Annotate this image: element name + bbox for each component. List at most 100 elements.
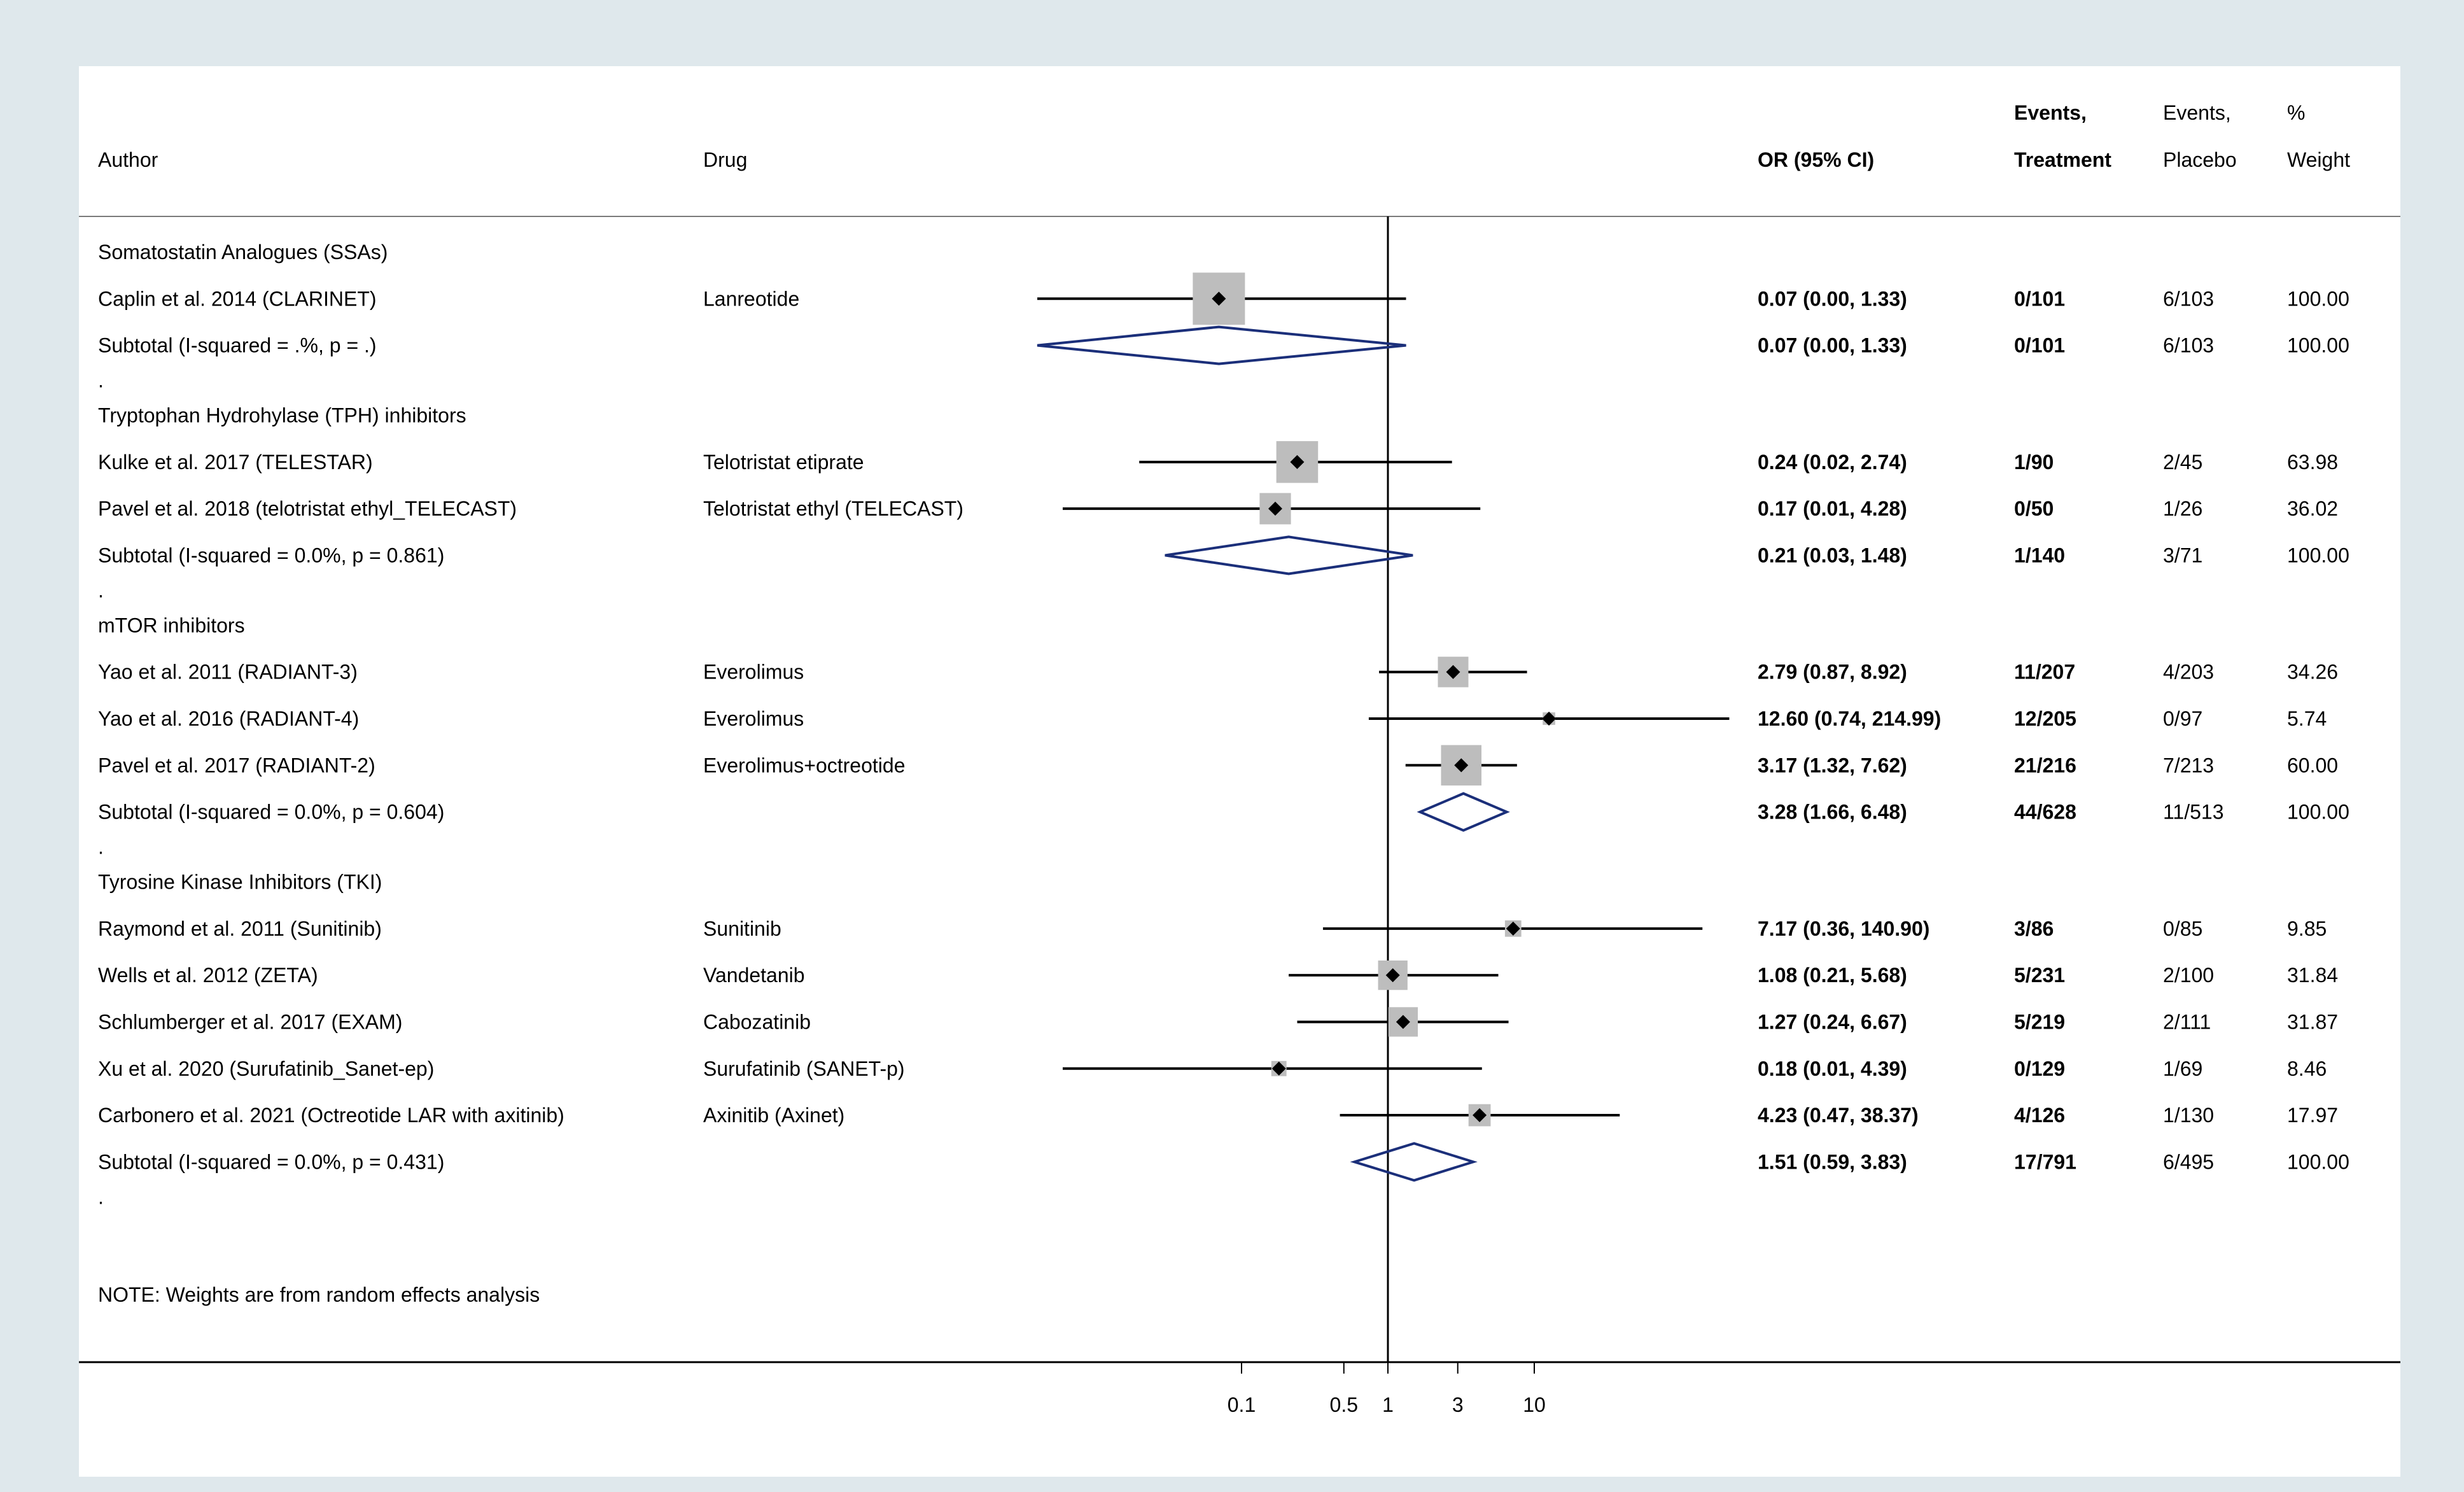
subtotal-label: Subtotal (I-squared = .%, p = .) — [98, 334, 377, 357]
study-drug: Lanreotide — [703, 287, 799, 310]
header-events-treatment: Events, — [2014, 101, 2087, 124]
group-header: Tyrosine Kinase Inhibitors (TKI) — [98, 871, 382, 894]
weight-value: 60.00 — [2287, 754, 2338, 777]
events-treatment-value: 0/101 — [2014, 287, 2065, 310]
or-ci-value: 4.23 (0.47, 38.37) — [1758, 1104, 1919, 1127]
study-drug: Everolimus — [703, 661, 804, 684]
or-ci-value: 1.08 (0.21, 5.68) — [1758, 964, 1907, 987]
events-treatment-value: 3/86 — [2014, 917, 2054, 940]
point-estimate — [1506, 921, 1520, 936]
study-author: Raymond et al. 2011 (Sunitinib) — [98, 917, 382, 940]
weight-value: 63.98 — [2287, 451, 2338, 474]
weight-value: 36.02 — [2287, 497, 2338, 520]
events-placebo-value: 1/130 — [2163, 1104, 2214, 1127]
point-estimate — [1271, 1061, 1286, 1076]
or-ci-value: 1.27 (0.24, 6.67) — [1758, 1010, 1907, 1033]
study-drug: Everolimus+octreotide — [703, 754, 905, 777]
weight-value: 100.00 — [2287, 1150, 2349, 1173]
x-tick-label: 0.5 — [1330, 1393, 1358, 1416]
study-author: Schlumberger et al. 2017 (EXAM) — [98, 1010, 402, 1033]
events-placebo-value: 6/495 — [2163, 1150, 2214, 1173]
point-estimate — [1446, 665, 1460, 679]
events-treatment-value: 0/50 — [2014, 497, 2054, 520]
or-ci-value: 0.17 (0.01, 4.28) — [1758, 497, 1907, 520]
subtotal-diamond — [1350, 1142, 1478, 1182]
x-tick-label: 1 — [1382, 1393, 1394, 1416]
group-header: mTOR inhibitors — [98, 614, 245, 637]
weight-value: 34.26 — [2287, 661, 2338, 684]
header-events-placebo: Events, — [2163, 101, 2231, 124]
header-weight: Weight — [2287, 148, 2350, 171]
or-ci-value: 3.28 (1.66, 6.48) — [1758, 801, 1907, 824]
study-author: Wells et al. 2012 (ZETA) — [98, 964, 318, 987]
subtotal-diamond — [1417, 792, 1510, 832]
subtotal-label: Subtotal (I-squared = 0.0%, p = 0.604) — [98, 801, 444, 824]
weight-value: 5.74 — [2287, 707, 2327, 730]
events-treatment-value: 0/101 — [2014, 334, 2065, 357]
study-author: Carbonero et al. 2021 (Octreotide LAR wi… — [98, 1104, 564, 1127]
group-header: Somatostatin Analogues (SSAs) — [98, 241, 388, 264]
x-tick-label: 3 — [1452, 1393, 1464, 1416]
study-author: Kulke et al. 2017 (TELESTAR) — [98, 451, 373, 474]
subtotal-label: Subtotal (I-squared = 0.0%, p = 0.431) — [98, 1150, 444, 1173]
subtotal-label: Subtotal (I-squared = 0.0%, p = 0.861) — [98, 544, 444, 567]
group-spacer: . — [98, 1185, 104, 1208]
weight-value: 17.97 — [2287, 1104, 2338, 1127]
events-treatment-value: 21/216 — [2014, 754, 2076, 777]
study-drug: Sunitinib — [703, 917, 781, 940]
or-ci-value: 0.18 (0.01, 4.39) — [1758, 1057, 1907, 1080]
header-or-ci: OR (95% CI) — [1758, 148, 1874, 171]
events-placebo-value: 2/111 — [2163, 1010, 2211, 1033]
point-estimate — [1385, 968, 1400, 983]
events-placebo-value: 1/26 — [2163, 497, 2202, 520]
group-spacer: . — [98, 369, 104, 392]
subtotal-diamond — [1037, 325, 1406, 365]
point-estimate — [1454, 758, 1469, 773]
weight-value: 31.87 — [2287, 1010, 2338, 1033]
or-ci-value: 2.79 (0.87, 8.92) — [1758, 661, 1907, 684]
events-treatment-value: 11/207 — [2014, 661, 2075, 684]
events-treatment-value: 44/628 — [2014, 801, 2076, 824]
study-drug: Vandetanib — [703, 964, 805, 987]
or-ci-value: 0.07 (0.00, 1.33) — [1758, 287, 1907, 310]
events-treatment-value: 5/219 — [2014, 1010, 2065, 1033]
events-treatment-value: 17/791 — [2014, 1150, 2076, 1173]
or-ci-value: 3.17 (1.32, 7.62) — [1758, 754, 1907, 777]
subtotal-diamond — [1165, 535, 1413, 575]
events-placebo-value: 3/71 — [2163, 544, 2202, 567]
events-treatment-value: 0/129 — [2014, 1057, 2065, 1080]
study-drug: Cabozatinib — [703, 1010, 811, 1033]
weight-value: 100.00 — [2287, 801, 2349, 824]
group-spacer: . — [98, 579, 104, 602]
header-drug: Drug — [703, 148, 747, 171]
study-drug: Axinitib (Axinet) — [703, 1104, 844, 1127]
point-estimate — [1268, 502, 1283, 516]
study-author: Pavel et al. 2018 (telotristat ethyl_TEL… — [98, 497, 517, 520]
events-placebo-value: 2/100 — [2163, 964, 2214, 987]
events-placebo-value: 11/513 — [2163, 801, 2224, 824]
group-header: Tryptophan Hydrohylase (TPH) inhibitors — [98, 404, 466, 427]
events-placebo-value: 6/103 — [2163, 334, 2214, 357]
weight-value: 31.84 — [2287, 964, 2338, 987]
point-estimate — [1542, 712, 1557, 726]
or-ci-value: 12.60 (0.74, 214.99) — [1758, 707, 1941, 730]
weight-value: 9.85 — [2287, 917, 2327, 940]
study-author: Yao et al. 2016 (RADIANT-4) — [98, 707, 359, 730]
point-estimate — [1473, 1108, 1487, 1123]
events-placebo-value: 1/69 — [2163, 1057, 2202, 1080]
study-drug: Surufatinib (SANET-p) — [703, 1057, 905, 1080]
or-ci-value: 0.24 (0.02, 2.74) — [1758, 451, 1907, 474]
point-estimate — [1290, 454, 1305, 469]
weight-value: 100.00 — [2287, 544, 2349, 567]
header-weight: % — [2287, 101, 2305, 124]
study-author: Yao et al. 2011 (RADIANT-3) — [98, 661, 358, 684]
events-placebo-value: 0/85 — [2163, 917, 2202, 940]
events-treatment-value: 12/205 — [2014, 707, 2076, 730]
events-placebo-value: 0/97 — [2163, 707, 2202, 730]
events-treatment-value: 5/231 — [2014, 964, 2065, 987]
or-ci-value: 1.51 (0.59, 3.83) — [1758, 1150, 1907, 1173]
study-drug: Telotristat etiprate — [703, 451, 864, 474]
or-ci-value: 7.17 (0.36, 140.90) — [1758, 917, 1929, 940]
events-placebo-value: 4/203 — [2163, 661, 2214, 684]
or-ci-value: 0.21 (0.03, 1.48) — [1758, 544, 1907, 567]
